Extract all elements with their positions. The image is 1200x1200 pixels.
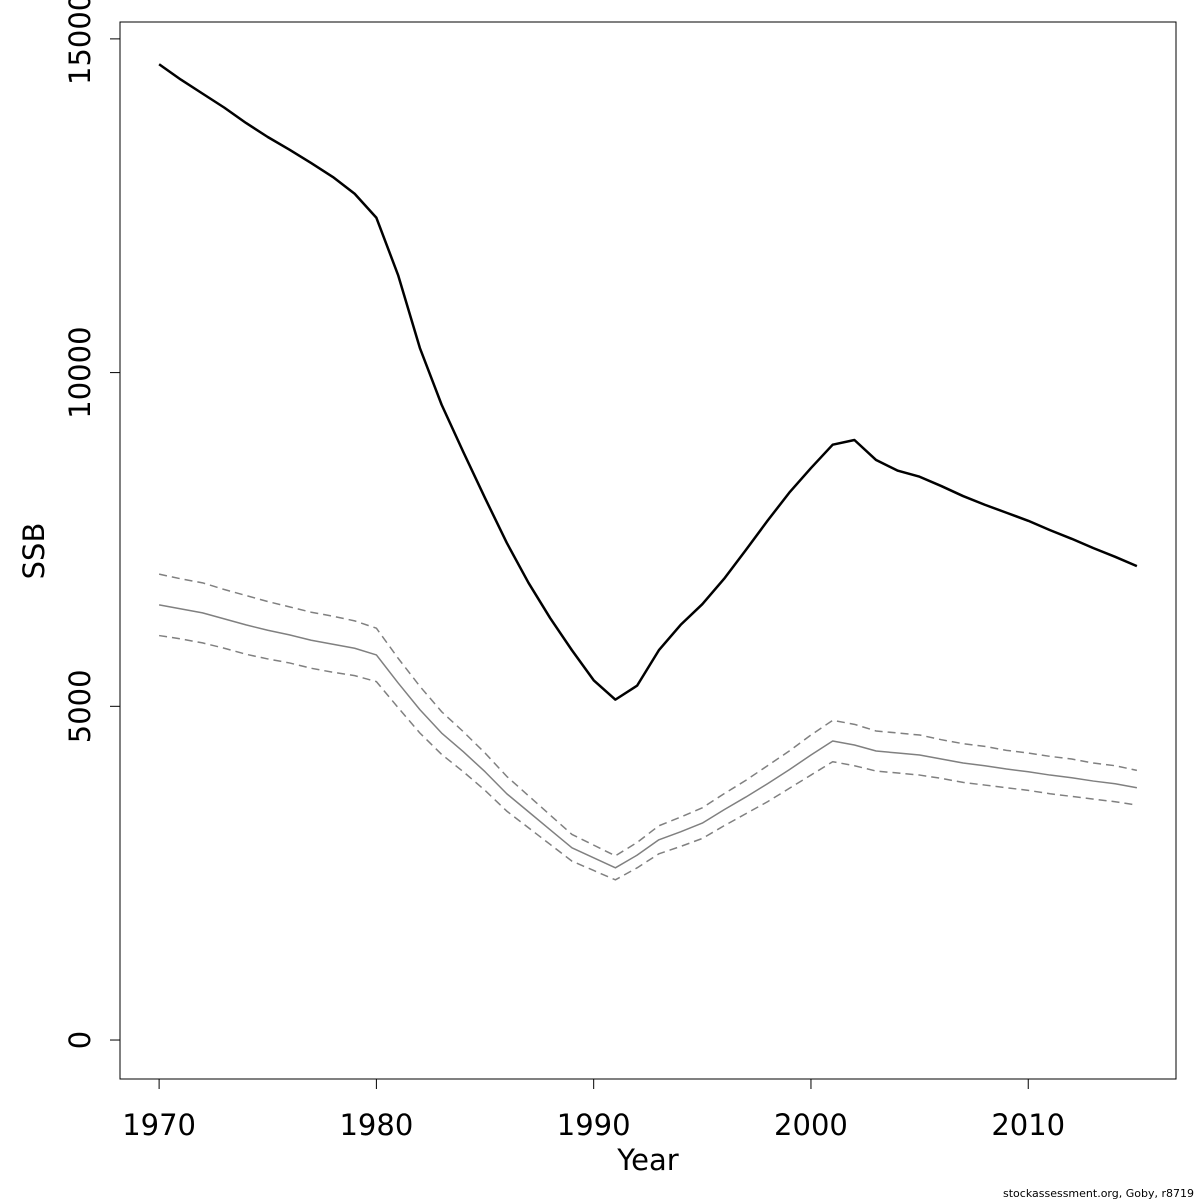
y-tick-label: 5000 — [63, 669, 97, 743]
x-tick-label: 1980 — [339, 1108, 413, 1142]
y-tick-label: 10000 — [63, 326, 97, 418]
y-axis-label: SSB — [17, 523, 51, 580]
x-tick-label: 2000 — [774, 1108, 848, 1142]
x-axis-label: Year — [616, 1143, 678, 1177]
x-tick-label: 1970 — [122, 1108, 196, 1142]
y-tick-label: 0 — [63, 1031, 97, 1049]
series-line — [158, 573, 1138, 857]
series-line — [158, 604, 1138, 869]
footer: stockassessment.org, Goby, r8719 — [1003, 1187, 1194, 1200]
series-line — [158, 63, 1138, 701]
series-line — [158, 634, 1138, 881]
y-tick-label: 15000 — [63, 0, 97, 85]
x-tick-label: 2010 — [991, 1108, 1065, 1142]
plot-frame — [119, 21, 1177, 1080]
x-tick-label: 1990 — [557, 1108, 631, 1142]
